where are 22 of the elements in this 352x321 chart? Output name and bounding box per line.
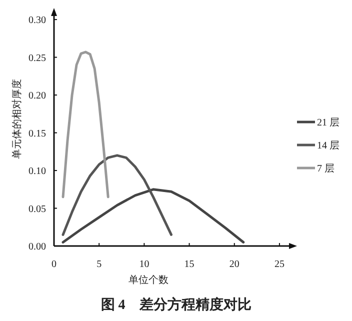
y-tick-label: 0.15 (28, 128, 46, 140)
legend-label: 7 层 (317, 164, 334, 174)
y-tick-label: 0.10 (28, 166, 46, 178)
x-axis-title: 单位个数 (128, 274, 168, 286)
x-tick-label: 5 (96, 259, 102, 270)
line-series (62, 154, 172, 236)
line-series (62, 50, 110, 198)
x-tick-label: 15 (184, 259, 194, 270)
y-axis-title: 单元体的相对厚度 (11, 79, 23, 159)
y-tick-label: 0.00 (28, 242, 46, 252)
legend-label: 14 层 (317, 140, 340, 152)
legend-label: 21 层 (317, 118, 340, 128)
y-tick-label: 0.25 (28, 52, 46, 64)
x-tick-label: 25 (274, 259, 284, 270)
x-tick-label: 0 (52, 259, 56, 270)
x-tick-label: 10 (139, 259, 150, 270)
y-tick-label: 0.30 (28, 15, 46, 26)
x-tick-label: 20 (229, 259, 240, 270)
text: 图 4 差分方程精度对比 (100, 296, 252, 313)
y-tick-label: 0.05 (28, 204, 46, 215)
y-tick-label: 0.20 (28, 90, 46, 102)
line-series (62, 188, 245, 244)
